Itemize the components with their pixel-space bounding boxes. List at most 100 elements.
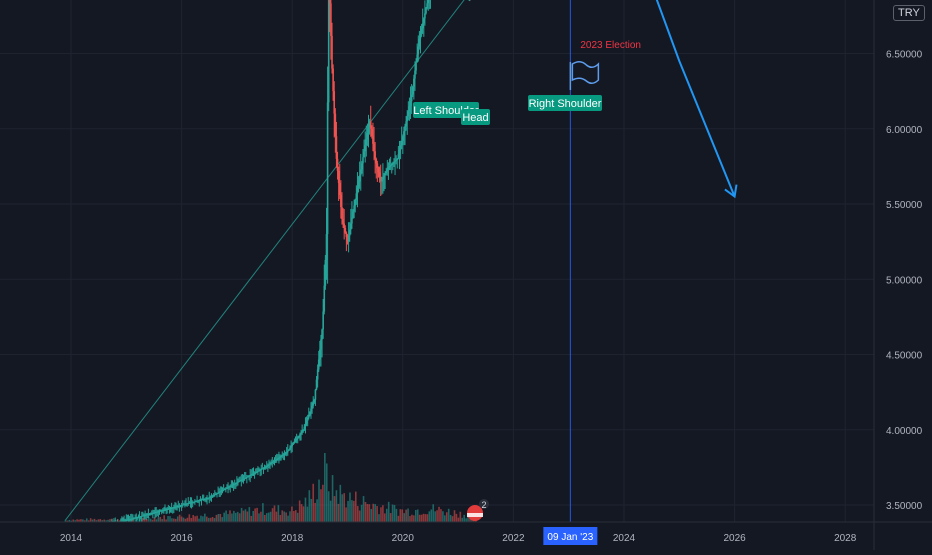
volume-bar xyxy=(159,516,162,522)
volume-bar xyxy=(351,500,353,522)
volume-bar xyxy=(85,518,88,522)
candle-body xyxy=(369,121,372,129)
volume-bar xyxy=(298,500,301,522)
candle-body xyxy=(205,498,207,500)
candle-body xyxy=(363,151,365,158)
candle-body xyxy=(170,507,173,509)
candle-body xyxy=(150,513,153,515)
candle-body xyxy=(233,483,236,485)
volume-bar xyxy=(331,475,334,522)
candle-body xyxy=(138,516,141,518)
volume-bar xyxy=(281,510,284,522)
candle-body xyxy=(229,486,232,488)
volume-bar xyxy=(254,508,256,522)
candle-body xyxy=(322,311,324,330)
volume-bar xyxy=(453,510,456,522)
volume-bar xyxy=(130,519,133,522)
volume-bar xyxy=(223,512,225,522)
candle-body xyxy=(149,513,152,515)
candle-body xyxy=(314,389,317,400)
y-tick-label: 4.50000 xyxy=(886,351,923,362)
volume-bar xyxy=(202,516,204,522)
candle-body xyxy=(409,101,412,107)
volume-bar xyxy=(366,504,369,522)
candle-body xyxy=(263,467,266,469)
candle-body xyxy=(128,519,131,521)
volume-bar xyxy=(368,504,371,522)
candle-body xyxy=(148,513,151,515)
candle-body xyxy=(387,167,390,170)
candle-body xyxy=(424,13,426,19)
candle-body xyxy=(285,452,288,454)
y-tick-label: 6.00000 xyxy=(886,125,923,136)
volume-bar xyxy=(378,514,380,522)
volume-bar xyxy=(256,507,258,522)
candle-body xyxy=(344,228,347,233)
volume-bar xyxy=(114,520,117,522)
volume-bar xyxy=(356,506,359,522)
candle-body xyxy=(270,462,272,464)
volume-bar xyxy=(416,509,419,522)
volume-bar xyxy=(354,491,357,522)
candle-body xyxy=(337,170,340,183)
volume-bar xyxy=(349,492,351,522)
candle-body xyxy=(405,121,407,127)
volume-bar xyxy=(211,516,214,522)
candle-body xyxy=(380,179,383,182)
candle-body xyxy=(305,420,308,424)
volume-bar xyxy=(428,511,431,522)
candle-body xyxy=(382,177,384,180)
candle-body xyxy=(165,509,167,511)
candle-body xyxy=(316,369,319,380)
y-tick-label: 3.50000 xyxy=(886,501,923,512)
candle-body xyxy=(175,506,177,508)
currency-selector[interactable]: TRY xyxy=(893,5,925,21)
indicator-stripe xyxy=(467,513,483,517)
candle-body xyxy=(274,459,277,461)
volume-bar xyxy=(385,508,388,522)
volume-bar xyxy=(225,510,227,522)
volume-bar xyxy=(420,514,423,522)
candle-body xyxy=(225,488,227,490)
candle-body xyxy=(283,453,286,455)
candle-body xyxy=(271,462,274,464)
candle-body xyxy=(190,502,193,504)
candle-body xyxy=(248,475,250,477)
candle-body xyxy=(152,512,154,514)
x-tick-label: 2022 xyxy=(502,533,525,544)
candle-body xyxy=(158,511,161,513)
candle-body xyxy=(204,498,206,500)
candle-body xyxy=(180,505,183,506)
volume-bar xyxy=(260,511,262,522)
candle-body xyxy=(299,434,301,436)
candle-body xyxy=(127,519,130,521)
candle-body xyxy=(131,518,133,520)
candle-body xyxy=(334,113,337,137)
volume-bar xyxy=(103,519,105,522)
candle-body xyxy=(259,469,261,471)
volume-bar xyxy=(109,519,111,522)
volume-bar xyxy=(180,516,183,522)
candle-body xyxy=(282,454,285,456)
candle-body xyxy=(361,163,363,170)
candle-body xyxy=(388,165,391,168)
candle-body xyxy=(154,512,156,514)
crosshair-label-bg xyxy=(543,527,598,545)
candle-body xyxy=(136,517,139,519)
candle-body xyxy=(145,514,148,516)
candle-body xyxy=(325,234,328,260)
candle-body xyxy=(279,456,281,458)
candle-body xyxy=(338,182,341,195)
candle-body xyxy=(164,509,166,511)
candle-body xyxy=(197,500,199,502)
candle-body xyxy=(200,499,203,501)
volume-bar xyxy=(264,514,266,522)
volume-bar xyxy=(320,489,322,522)
candle-body xyxy=(376,163,379,168)
candle-body xyxy=(195,501,197,503)
volume-bar xyxy=(426,514,429,522)
candle-body xyxy=(327,0,330,103)
volume-bar xyxy=(285,512,287,522)
